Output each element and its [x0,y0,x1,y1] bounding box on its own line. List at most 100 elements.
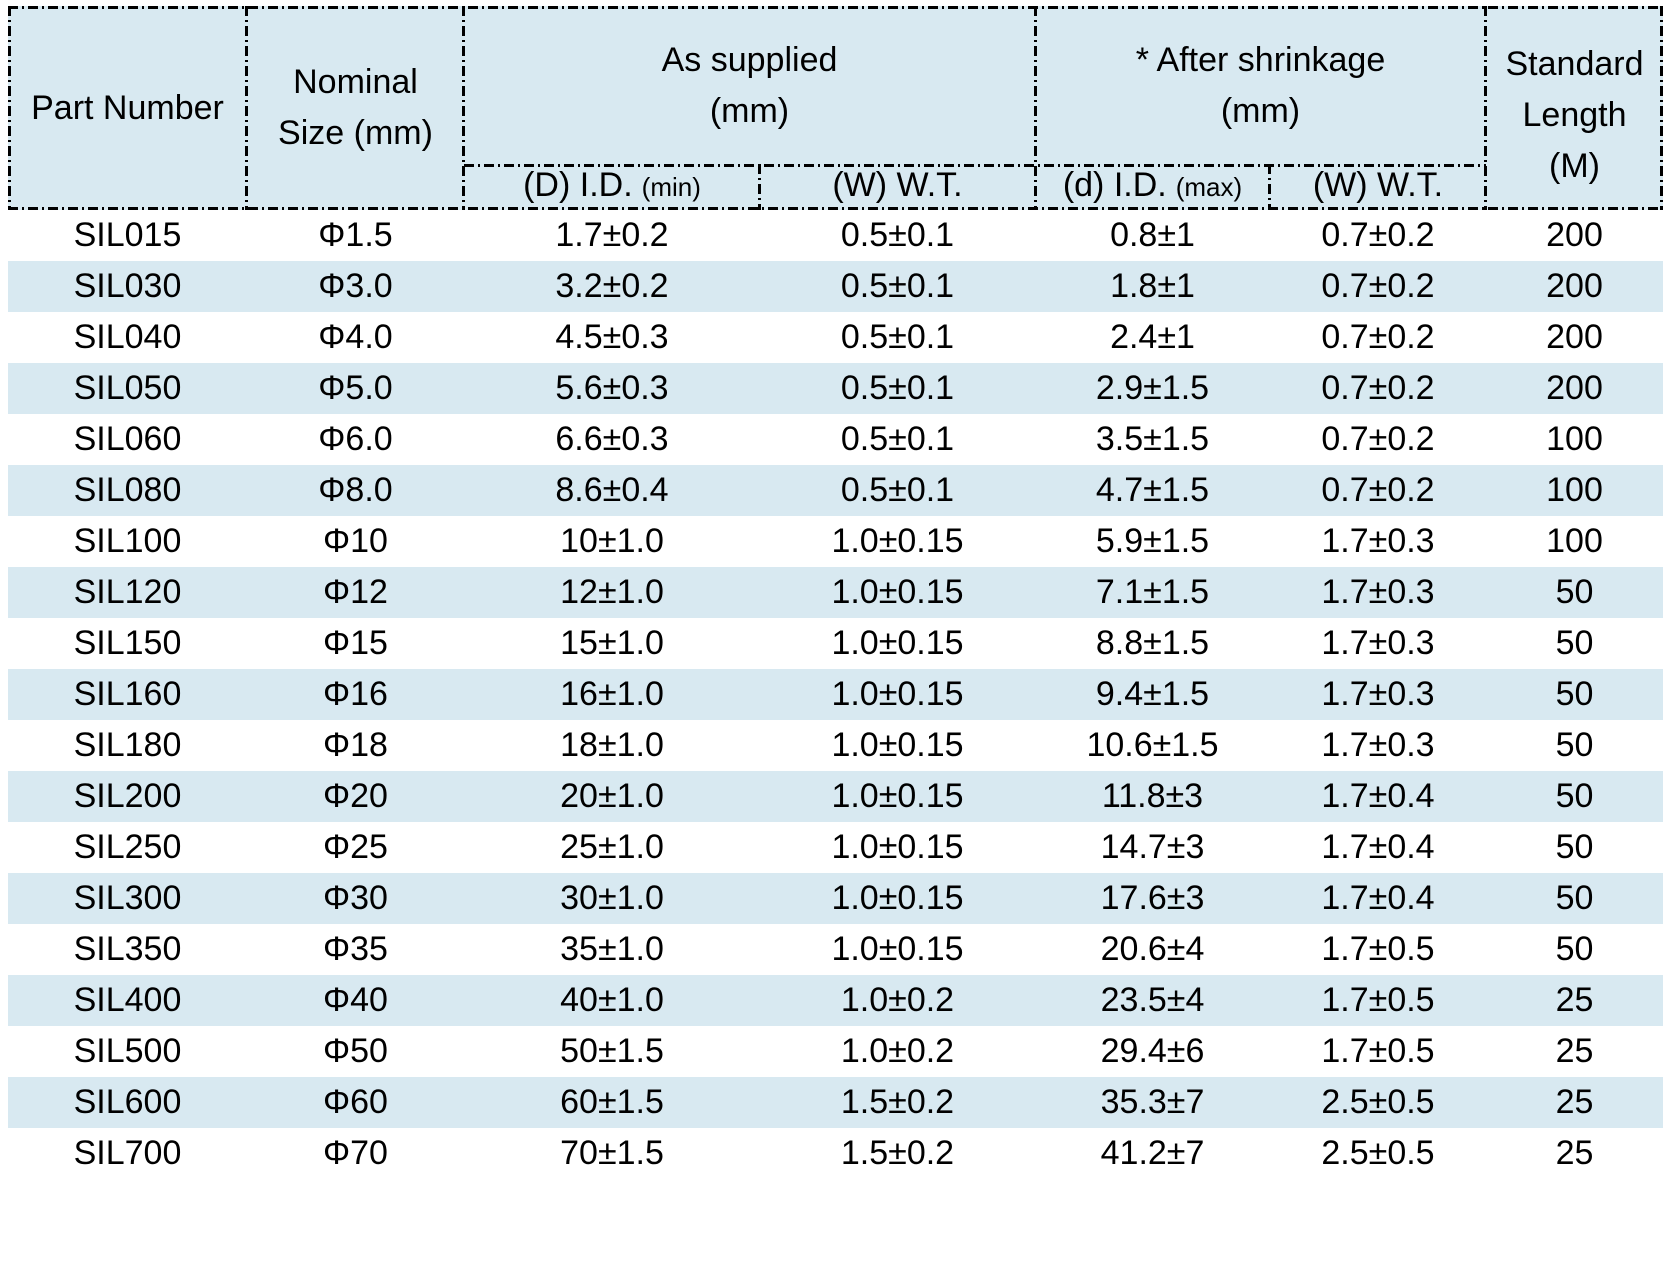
cell-standard-length: 50 [1555,624,1594,662]
cell-supplied-id: 16±1.0 [560,675,664,713]
cell-standard-length: 100 [1546,420,1603,458]
cell-standard-length: 50 [1555,675,1594,713]
cell-part-number: SIL120 [73,573,182,611]
cell-part-number: SIL400 [73,981,182,1019]
cell-shrink-wt: 0.7±0.2 [1321,318,1435,356]
table-row: SIL250 Φ25 25±1.0 1.0±0.15 14.7±3 1.7±0.… [8,822,1663,873]
cell-shrink-id: 5.9±1.5 [1095,522,1210,560]
cell-standard-length: 50 [1555,930,1594,968]
cell-shrink-id: 14.7±3 [1100,828,1205,866]
cell-supplied-wt: 0.5±0.1 [840,471,955,509]
table-header: Part Number Nominal Size (mm) As supplie… [8,6,1663,210]
cell-supplied-wt: 1.5±0.2 [840,1083,955,1121]
cell-shrink-id: 8.8±1.5 [1095,624,1210,662]
cell-supplied-id: 1.7±0.2 [555,216,669,254]
cell-nominal-size: Φ4.0 [318,318,393,356]
table-row: SIL400 Φ40 40±1.0 1.0±0.2 23.5±4 1.7±0.5… [8,975,1663,1026]
cell-standard-length: 50 [1555,879,1594,917]
cell-supplied-id: 8.6±0.4 [555,471,669,509]
cell-nominal-size: Φ12 [323,573,388,611]
cell-nominal-size: Φ20 [323,777,388,815]
dashed-border-line [462,6,465,210]
dashed-border-line [758,164,761,210]
cell-supplied-wt: 1.0±0.15 [831,573,964,611]
cell-supplied-id: 70±1.5 [560,1134,664,1172]
cell-shrink-wt: 1.7±0.3 [1321,726,1435,764]
cell-part-number: SIL080 [73,471,182,509]
cell-nominal-size: Φ60 [323,1083,388,1121]
cell-part-number: SIL700 [73,1134,182,1172]
cell-nominal-size: Φ30 [323,879,388,917]
cell-shrink-id: 17.6±3 [1100,879,1205,917]
subheader-shrink-wt-main: (W) W.T. [1312,166,1444,205]
table-row: SIL150 Φ15 15±1.0 1.0±0.15 8.8±1.5 1.7±0… [8,618,1663,669]
cell-supplied-wt: 1.0±0.15 [831,828,964,866]
cell-shrink-wt: 0.7±0.2 [1321,471,1435,509]
cell-shrink-id: 35.3±7 [1100,1083,1205,1121]
spec-table: Part Number Nominal Size (mm) As supplie… [8,6,1663,1179]
cell-nominal-size: Φ40 [323,981,388,1019]
cell-shrink-wt: 0.7±0.2 [1321,369,1435,407]
cell-supplied-id: 25±1.0 [560,828,664,866]
cell-supplied-wt: 1.0±0.15 [831,624,964,662]
table-row: SIL200 Φ20 20±1.0 1.0±0.15 11.8±3 1.7±0.… [8,771,1663,822]
cell-supplied-id: 10±1.0 [560,522,664,560]
table-row: SIL600 Φ60 60±1.5 1.5±0.2 35.3±7 2.5±0.5… [8,1077,1663,1128]
cell-standard-length: 100 [1546,522,1603,560]
cell-part-number: SIL600 [73,1083,182,1121]
cell-shrink-id: 2.9±1.5 [1095,369,1210,407]
cell-part-number: SIL180 [73,726,182,764]
table-row: SIL160 Φ16 16±1.0 1.0±0.15 9.4±1.5 1.7±0… [8,669,1663,720]
cell-shrink-wt: 1.7±0.3 [1321,675,1435,713]
dashed-border-line [245,6,248,210]
cell-supplied-id: 4.5±0.3 [555,318,669,356]
cell-shrink-id: 7.1±1.5 [1095,573,1210,611]
table-row: SIL040 Φ4.0 4.5±0.3 0.5±0.1 2.4±1 0.7±0.… [8,312,1663,363]
cell-standard-length: 25 [1555,981,1594,1019]
subheader-supplied-wt-main: (W) W.T. [832,166,963,205]
subheader-shrink-id: (d) I.D. (max) [1035,165,1270,210]
cell-shrink-wt: 0.7±0.2 [1321,420,1435,458]
cell-supplied-wt: 1.5±0.2 [840,1134,955,1172]
cell-part-number: SIL500 [73,1032,182,1070]
cell-supplied-wt: 1.0±0.15 [831,675,964,713]
table-row: SIL060 Φ6.0 6.6±0.3 0.5±0.1 3.5±1.5 0.7±… [8,414,1663,465]
cell-supplied-wt: 1.0±0.15 [831,777,964,815]
cell-supplied-wt: 1.0±0.15 [831,930,964,968]
cell-supplied-id: 15±1.0 [560,624,664,662]
table-row: SIL050 Φ5.0 5.6±0.3 0.5±0.1 2.9±1.5 0.7±… [8,363,1663,414]
cell-shrink-id: 23.5±4 [1100,981,1205,1019]
cell-supplied-id: 3.2±0.2 [555,267,669,305]
cell-standard-length: 100 [1546,471,1603,509]
table-row: SIL100 Φ10 10±1.0 1.0±0.15 5.9±1.5 1.7±0… [8,516,1663,567]
cell-part-number: SIL050 [73,369,182,407]
subheader-supplied-wt: (W) W.T. [760,165,1035,210]
cell-shrink-wt: 2.5±0.5 [1321,1083,1435,1121]
cell-shrink-id: 2.4±1 [1110,318,1195,356]
table-row: SIL120 Φ12 12±1.0 1.0±0.15 7.1±1.5 1.7±0… [8,567,1663,618]
cell-supplied-wt: 0.5±0.1 [840,216,955,254]
cell-shrink-id: 1.8±1 [1110,267,1195,305]
dashed-border-line [464,164,1486,167]
table-row: SIL350 Φ35 35±1.0 1.0±0.15 20.6±4 1.7±0.… [8,924,1663,975]
cell-supplied-id: 12±1.0 [560,573,664,611]
table-row: SIL300 Φ30 30±1.0 1.0±0.15 17.6±3 1.7±0.… [8,873,1663,924]
cell-supplied-wt: 1.0±0.2 [840,981,955,1019]
dashed-border-line [1484,6,1487,210]
cell-nominal-size: Φ70 [323,1134,388,1172]
header-part-number: Part Number [31,88,224,127]
dashed-border-line [8,6,1663,9]
cell-nominal-size: Φ50 [323,1032,388,1070]
cell-supplied-id: 60±1.5 [560,1083,664,1121]
cell-nominal-size: Φ8.0 [318,471,393,509]
header-as-supplied: As supplied (mm) [661,40,838,130]
dashed-border-line [1034,6,1037,210]
header-nominal-size: Nominal Size (mm) [278,63,433,152]
cell-supplied-id: 30±1.0 [560,879,664,917]
cell-part-number: SIL030 [73,267,182,305]
table-row: SIL700 Φ70 70±1.5 1.5±0.2 41.2±7 2.5±0.5… [8,1128,1663,1179]
cell-supplied-id: 50±1.5 [560,1032,664,1070]
cell-part-number: SIL300 [73,879,182,917]
cell-shrink-id: 11.8±3 [1101,777,1204,815]
cell-nominal-size: Φ16 [323,675,388,713]
